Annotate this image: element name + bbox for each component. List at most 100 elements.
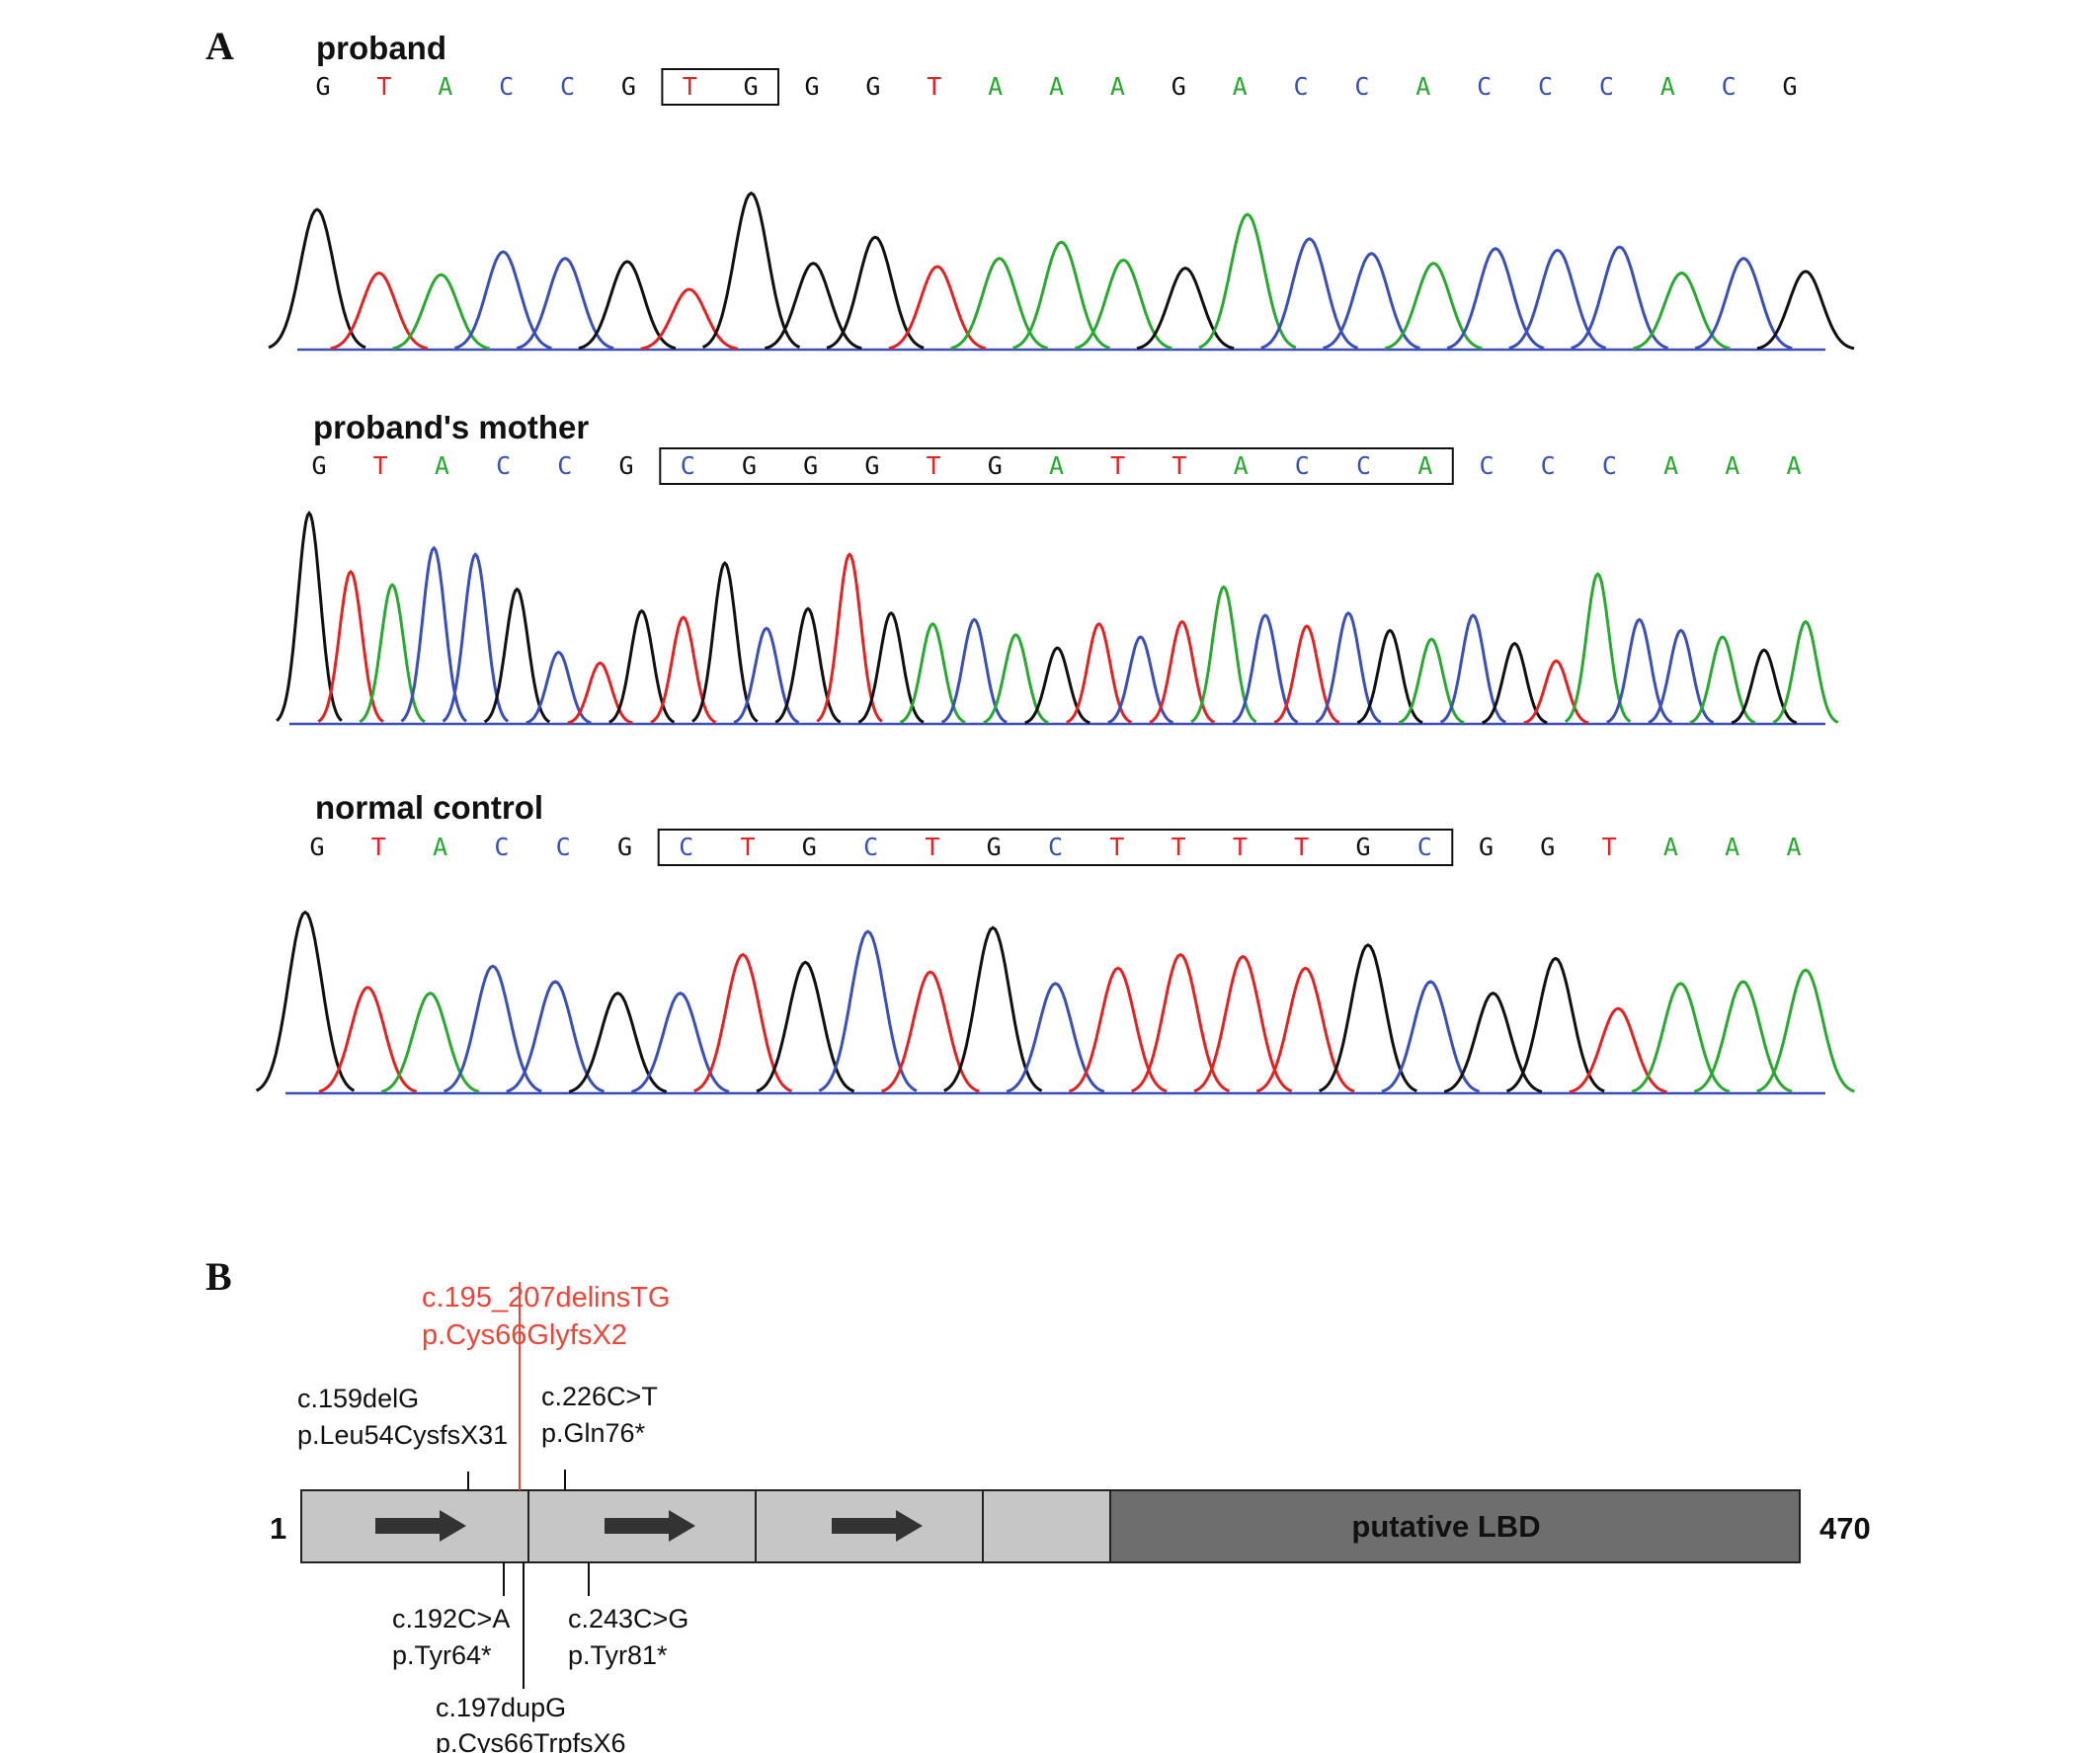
base-call: G — [621, 72, 636, 101]
linker-segment — [982, 1489, 1111, 1563]
chromatogram-mother — [276, 511, 1839, 726]
base-call: G — [804, 72, 819, 101]
trace-peak — [268, 207, 366, 350]
base-call: C — [560, 72, 575, 101]
trace-peak — [255, 910, 356, 1092]
base-call: C — [1356, 451, 1371, 480]
variant-cdna: c.192C>A — [392, 1604, 510, 1633]
base-call: A — [988, 72, 1003, 101]
base-call: A — [435, 451, 449, 480]
sequence-box — [661, 68, 780, 106]
variant-protein: p.Leu54CysfsX31 — [297, 1420, 508, 1450]
variant-protein: p.Tyr64* — [392, 1640, 492, 1670]
trace-peak — [1232, 613, 1299, 724]
base-call: T — [740, 833, 755, 861]
base-call: C — [1048, 833, 1063, 861]
trace-peak — [899, 621, 966, 724]
trace-peak — [506, 980, 606, 1093]
trace-peak — [1772, 619, 1839, 724]
base-call: A — [1049, 451, 1064, 480]
base-call: C — [1541, 451, 1556, 480]
arrow-icons — [375, 1510, 923, 1542]
track-mother: proband's mother G T A C C G C G G G T G A T T A C C A C C C A… — [276, 409, 1839, 726]
trace-peak — [650, 615, 717, 724]
base-call: G — [1479, 833, 1494, 861]
trace-peak — [950, 256, 1049, 351]
base-call: G — [987, 833, 1002, 861]
base-call: A — [1233, 72, 1248, 101]
trace-peak — [1569, 1006, 1667, 1094]
track-title-mother: proband's mother — [313, 409, 589, 445]
trace-peak — [318, 986, 418, 1093]
base-call: T — [1109, 833, 1124, 861]
trace-peak — [1731, 648, 1798, 725]
chromatogram-proband — [268, 191, 1855, 352]
base-call: C — [499, 72, 514, 101]
base-call: A — [1660, 72, 1675, 101]
trace-peak — [693, 952, 793, 1093]
variant-cdna: c.243C>G — [568, 1604, 688, 1633]
variant-protein: p.Tyr81* — [568, 1640, 668, 1670]
base-call: T — [376, 72, 391, 101]
base-call: A — [1725, 451, 1739, 480]
arrow-icon — [375, 1510, 466, 1542]
base-call: C — [681, 451, 695, 480]
trace-peak — [1446, 247, 1545, 350]
track-control: normal control G T A C C G C T G C T G C T T T T G C G G T A A A — [255, 789, 1855, 1095]
trace-peak — [630, 991, 730, 1093]
base-call: C — [494, 833, 509, 861]
base-call: T — [927, 451, 941, 480]
trace-peak — [567, 661, 633, 725]
trace-peak — [1066, 621, 1133, 724]
base-call: G — [744, 72, 759, 101]
base-call: C — [1599, 72, 1614, 101]
new-variant-protein: p.Cys66GlyfsX2 — [422, 1319, 627, 1351]
trace-peak — [1131, 952, 1231, 1093]
base-call: T — [925, 833, 939, 861]
lbd-label: putative LBD — [1351, 1509, 1540, 1544]
variant-protein: p.Cys66TrpfsX6 — [436, 1728, 626, 1753]
base-call: A — [438, 72, 452, 101]
base-call: C — [1602, 451, 1617, 480]
trace-peak — [1648, 628, 1715, 724]
trace-peak — [1074, 258, 1172, 351]
trace-peak — [691, 561, 759, 723]
base-call: G — [311, 451, 326, 480]
trace-peak — [1006, 982, 1105, 1093]
base-call: A — [1417, 451, 1432, 480]
trace-peak — [1193, 954, 1293, 1093]
trace-peak — [1136, 266, 1235, 351]
base-call: C — [1354, 72, 1369, 101]
trace-peak — [1107, 635, 1174, 725]
base-call: A — [1786, 451, 1801, 480]
base-call: G — [1540, 833, 1555, 861]
trace-peak — [1149, 619, 1216, 724]
trace-peak — [1356, 628, 1423, 724]
trace-peak — [733, 626, 800, 724]
base-call: T — [1110, 451, 1125, 480]
trace-peak — [880, 970, 980, 1093]
base-call: G — [802, 833, 817, 861]
trace-peak — [483, 587, 551, 724]
trace-peak — [516, 256, 614, 351]
variant-cdna: c.226C>T — [541, 1382, 658, 1411]
base-call: G — [618, 451, 633, 480]
base-call: G — [988, 451, 1003, 480]
base-call: A — [1110, 72, 1125, 101]
arrow-icon — [605, 1510, 695, 1542]
trace-peak — [1606, 617, 1673, 724]
trace-peak — [640, 287, 739, 351]
protein-schematic: putative LBD 1 470 c.195_207delinsTG p.C… — [270, 1282, 1871, 1753]
trace-peak — [1381, 980, 1481, 1093]
base-call: C — [1722, 72, 1737, 101]
trace-peak — [764, 262, 862, 351]
trace-peak — [1631, 982, 1731, 1093]
base-call: C — [1538, 72, 1553, 101]
track-title-proband: proband — [316, 30, 446, 66]
trace-peak — [380, 991, 480, 1093]
trace-peak — [1323, 251, 1420, 350]
end-position: 470 — [1819, 1511, 1871, 1546]
base-call: G — [1355, 833, 1370, 861]
